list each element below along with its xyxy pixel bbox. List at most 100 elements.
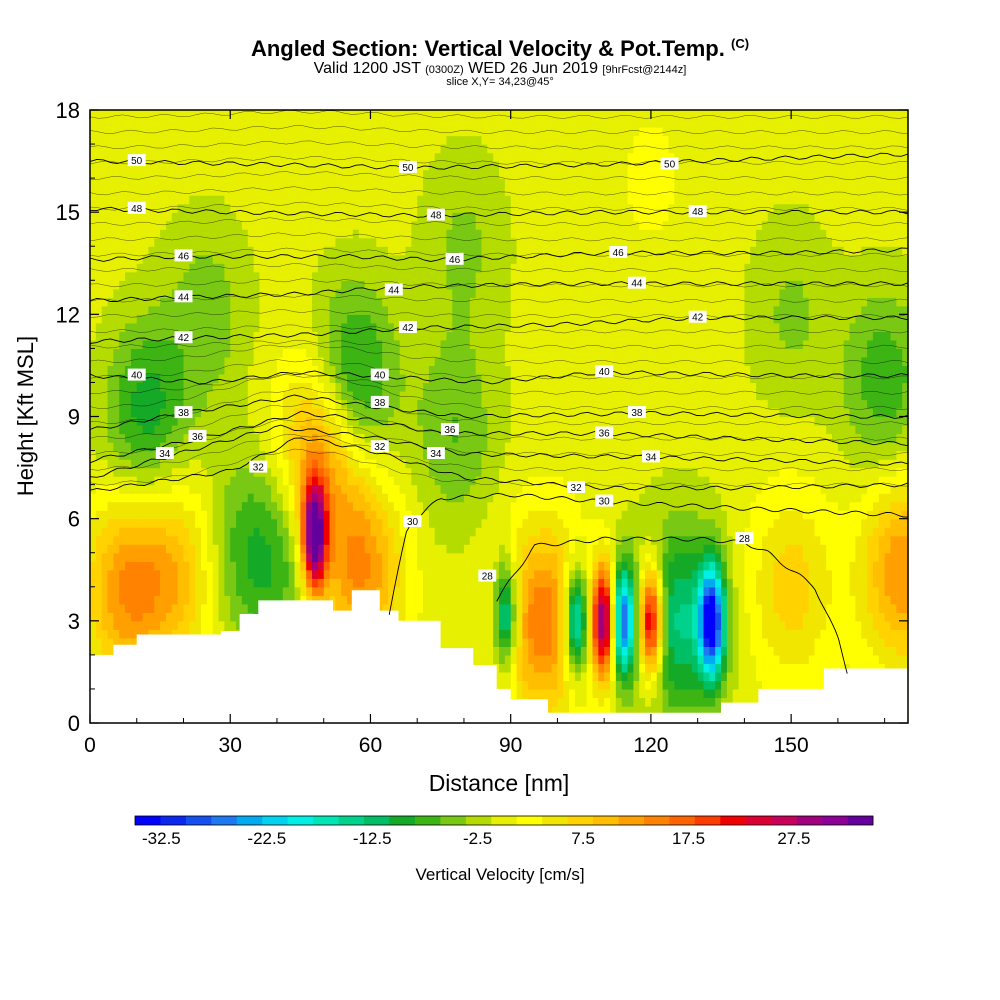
field-cell: [206, 629, 214, 639]
field-cell: [142, 484, 150, 494]
field-cell: [598, 620, 605, 630]
field-cell: [463, 433, 471, 443]
field-cell: [528, 578, 535, 588]
field-cell: [703, 680, 710, 690]
field-cell: [586, 688, 594, 699]
field-cell: [271, 450, 278, 460]
field-cell: [475, 552, 483, 562]
field-cell: [224, 425, 231, 435]
field-cell: [493, 510, 500, 520]
field-cell: [750, 603, 757, 613]
field-cell: [802, 646, 810, 656]
field-cell: [113, 578, 120, 588]
field-cell: [814, 467, 821, 477]
field-cell: [744, 493, 751, 503]
field-cell: [785, 501, 792, 511]
field-cell: [177, 518, 185, 528]
field-cell: [586, 595, 594, 605]
field-cell: [282, 433, 290, 443]
field-cell: [872, 595, 880, 605]
field-cell: [574, 433, 582, 443]
field-cell: [160, 552, 167, 562]
field-cell: [691, 433, 699, 443]
field-cell: [212, 450, 220, 460]
field-cell: [95, 561, 103, 571]
field-cell: [680, 459, 687, 469]
field-cell: [756, 646, 763, 656]
field-cell: [808, 459, 816, 469]
field-cell: [569, 595, 576, 605]
field-cell: [569, 680, 576, 690]
field-cell: [639, 510, 646, 520]
field-cell: [399, 467, 407, 477]
field-cell: [773, 527, 781, 537]
field-cell: [826, 646, 833, 656]
field-cell: [434, 544, 442, 554]
field-cell: [312, 501, 319, 511]
field-cell: [592, 595, 599, 605]
field-cell: [411, 493, 418, 503]
field-cell: [773, 663, 781, 673]
field-cell: [212, 527, 220, 537]
field-cell: [516, 425, 523, 435]
field-cell: [662, 697, 670, 707]
field-cell: [738, 476, 745, 486]
field-cell: [551, 535, 559, 545]
field-cell: [674, 663, 681, 673]
field-cell: [615, 569, 623, 579]
field-cell: [627, 527, 634, 537]
field-cell: [125, 450, 132, 460]
field-cell: [668, 535, 675, 545]
field-cell: [732, 527, 740, 537]
field-cell: [224, 433, 231, 443]
field-cell: [557, 493, 564, 503]
field-cell: [633, 425, 640, 435]
field-cell: [785, 484, 792, 494]
field-cell: [282, 527, 290, 537]
field-cell: [387, 586, 395, 596]
field-cell: [545, 697, 553, 707]
field-cell: [306, 535, 313, 545]
field-cell: [896, 425, 903, 435]
field-cell: [300, 578, 307, 588]
field-cell: [615, 433, 623, 443]
field-cell: [639, 671, 646, 682]
field-cell: [814, 527, 821, 537]
field-cell: [148, 518, 155, 528]
field-cell: [580, 680, 588, 690]
field-cell: [230, 544, 237, 554]
field-cell: [557, 561, 564, 571]
field-cell: [574, 612, 582, 622]
field-cell: [633, 518, 640, 528]
field-cell: [685, 586, 693, 596]
field-cell: [843, 646, 851, 656]
field-cell: [545, 705, 553, 716]
field-cell: [265, 484, 272, 494]
field-cell: [113, 510, 120, 520]
field-cell: [849, 603, 857, 613]
field-cell: [604, 697, 611, 707]
field-cell: [621, 493, 629, 503]
field-cell: [499, 501, 506, 511]
field-cell: [201, 450, 208, 460]
field-cell: [142, 586, 150, 596]
field-cell: [452, 535, 459, 545]
field-cell: [867, 518, 874, 528]
field-cell: [832, 544, 839, 554]
field-cell: [621, 578, 629, 588]
field-cell: [674, 425, 681, 435]
field-cell: [610, 663, 617, 673]
field-cell: [685, 484, 693, 494]
field-cell: [580, 671, 588, 682]
field-cell: [154, 595, 161, 605]
field-cell: [849, 578, 857, 588]
field-cell: [440, 476, 448, 486]
field-cell: [218, 484, 225, 494]
field-cell: [241, 518, 249, 528]
field-cell: [610, 467, 617, 477]
field-cell: [335, 578, 342, 588]
field-cell: [358, 578, 366, 588]
field-cell: [101, 612, 109, 622]
field-cell: [808, 595, 816, 605]
field-cell: [393, 416, 401, 426]
